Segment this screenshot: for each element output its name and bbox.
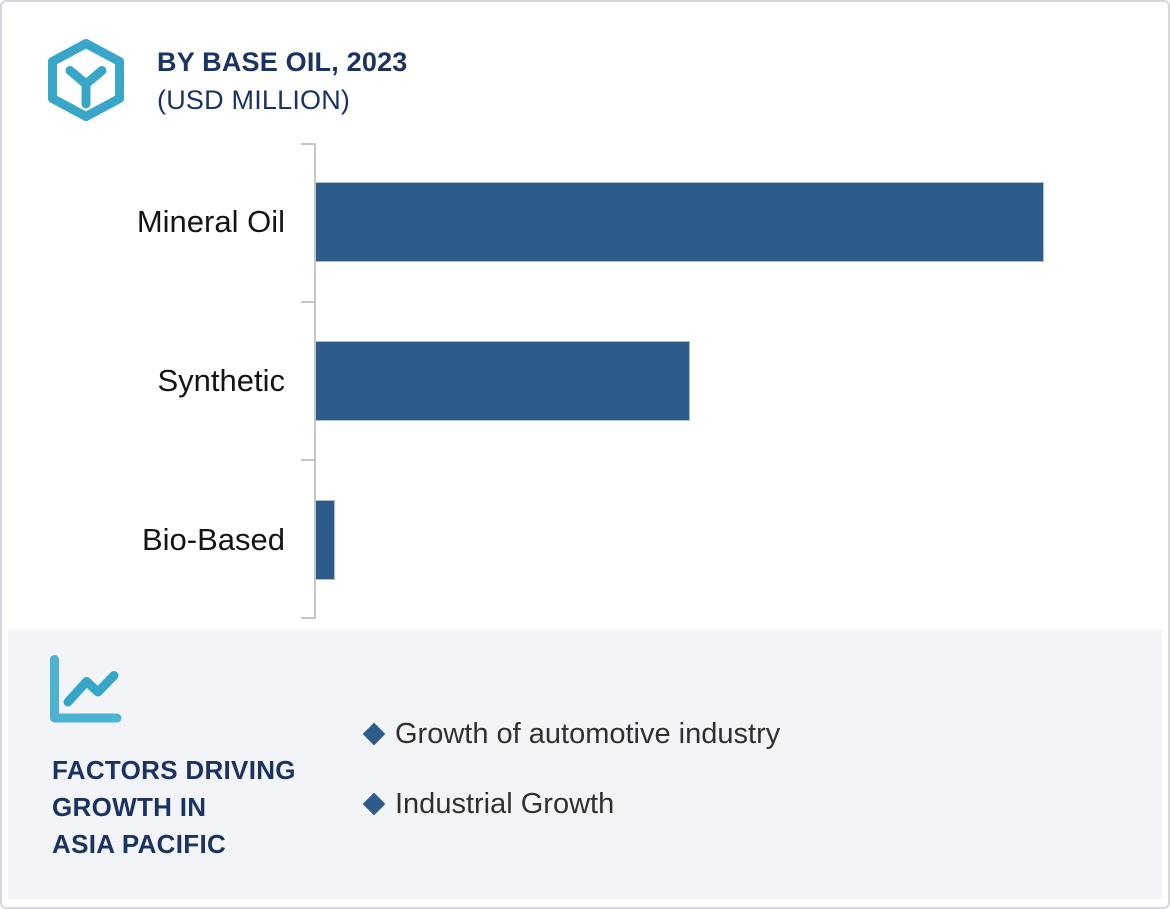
axis-tick <box>301 617 314 619</box>
category-label: Synthetic <box>157 363 285 398</box>
bar-synthetic <box>316 341 691 421</box>
factors-section: FACTORS DRIVING GROWTH IN ASIA PACIFIC G… <box>8 630 1162 899</box>
factors-title-line: ASIA PACIFIC <box>52 829 227 859</box>
line-chart-icon <box>50 655 122 723</box>
chart-title-block: BY BASE OIL, 2023 (USD MILLION) <box>157 43 408 119</box>
diamond-bullet-icon <box>362 722 386 746</box>
factors-title-line: FACTORS DRIVING <box>52 755 296 785</box>
list-item: Growth of automotive industry <box>362 714 780 754</box>
category-label: Mineral Oil <box>136 204 285 240</box>
bar-row <box>316 460 1165 619</box>
axis-tick <box>301 300 314 303</box>
plot-area <box>301 143 1165 619</box>
factors-title-line: GROWTH IN <box>52 792 207 822</box>
axis-tick <box>301 143 314 145</box>
bar-row <box>316 302 1165 461</box>
category-label: Bio-Based <box>141 521 285 557</box>
diamond-bullet-icon <box>362 792 386 816</box>
bar-chart: Mineral Oil Synthetic Bio-Based <box>2 143 1165 619</box>
bar-mineral-oil <box>316 182 1045 263</box>
factor-label: Industrial Growth <box>395 787 615 820</box>
factor-label: Growth of automotive industry <box>395 717 781 750</box>
hexagon-cube-icon <box>48 39 124 121</box>
chart-title: BY BASE OIL, 2023 <box>157 47 408 77</box>
list-item: Industrial Growth <box>362 784 780 824</box>
category-labels: Mineral Oil Synthetic Bio-Based <box>2 143 292 619</box>
axis-tick <box>301 459 314 462</box>
chart-subtitle: (USD MILLION) <box>157 85 351 115</box>
bar-row <box>316 143 1165 302</box>
factors-title: FACTORS DRIVING GROWTH IN ASIA PACIFIC <box>52 752 296 863</box>
plot-rows <box>316 143 1165 619</box>
bar-bio-based <box>316 499 335 580</box>
factor-list: Growth of automotive industry Industrial… <box>362 714 780 824</box>
